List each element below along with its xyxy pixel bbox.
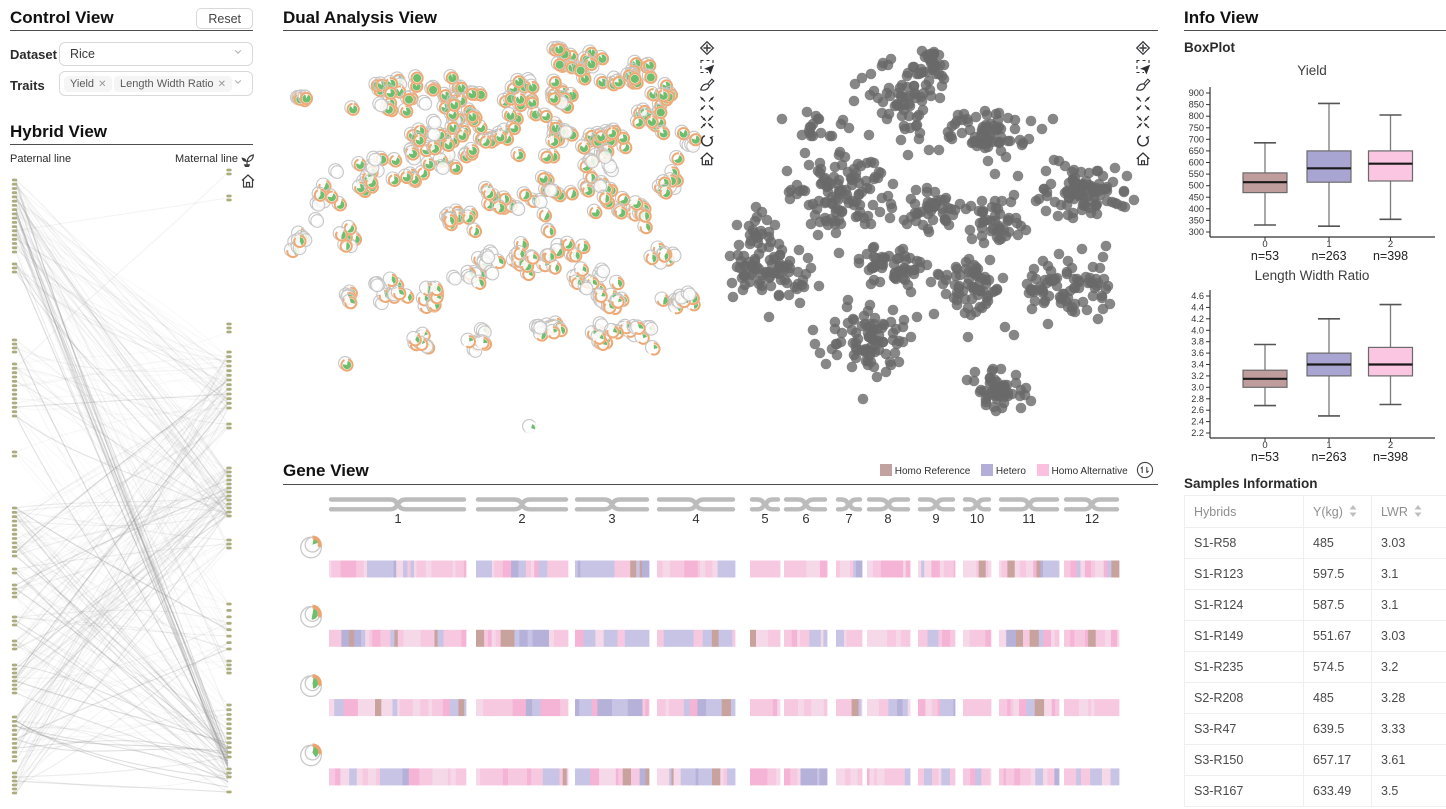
svg-text:750: 750 bbox=[1189, 123, 1204, 133]
svg-text:4: 4 bbox=[692, 511, 699, 526]
svg-text:0: 0 bbox=[1262, 440, 1267, 451]
svg-text:3.2: 3.2 bbox=[1191, 371, 1204, 381]
svg-text:650: 650 bbox=[1189, 146, 1204, 156]
svg-text:n=263: n=263 bbox=[1311, 249, 1346, 263]
svg-text:1: 1 bbox=[1326, 239, 1331, 250]
svg-text:4.6: 4.6 bbox=[1191, 291, 1204, 301]
svg-text:11: 11 bbox=[1022, 511, 1036, 526]
svg-text:4.0: 4.0 bbox=[1191, 325, 1204, 335]
svg-text:5: 5 bbox=[761, 511, 768, 526]
svg-text:3.8: 3.8 bbox=[1191, 337, 1204, 347]
svg-text:12: 12 bbox=[1085, 511, 1099, 526]
svg-text:2.6: 2.6 bbox=[1191, 405, 1204, 415]
svg-text:10: 10 bbox=[970, 511, 984, 526]
svg-text:550: 550 bbox=[1189, 169, 1204, 179]
svg-text:3.6: 3.6 bbox=[1191, 348, 1204, 358]
svg-text:4.2: 4.2 bbox=[1191, 314, 1204, 324]
svg-text:2: 2 bbox=[518, 511, 525, 526]
svg-text:Length Width Ratio: Length Width Ratio bbox=[1255, 268, 1370, 283]
svg-text:400: 400 bbox=[1189, 204, 1204, 214]
svg-text:450: 450 bbox=[1189, 192, 1204, 202]
svg-text:6: 6 bbox=[802, 511, 809, 526]
svg-text:3.4: 3.4 bbox=[1191, 360, 1204, 370]
svg-text:2.8: 2.8 bbox=[1191, 394, 1204, 404]
svg-text:600: 600 bbox=[1189, 158, 1204, 168]
svg-text:500: 500 bbox=[1189, 181, 1204, 191]
svg-text:3: 3 bbox=[608, 511, 615, 526]
svg-text:3.0: 3.0 bbox=[1191, 382, 1204, 392]
svg-text:9: 9 bbox=[932, 511, 939, 526]
svg-text:n=53: n=53 bbox=[1251, 450, 1279, 464]
svg-text:350: 350 bbox=[1189, 215, 1204, 225]
svg-text:7: 7 bbox=[845, 511, 852, 526]
svg-text:Yield: Yield bbox=[1297, 63, 1327, 78]
svg-text:300: 300 bbox=[1189, 227, 1204, 237]
svg-text:700: 700 bbox=[1189, 134, 1204, 144]
svg-text:n=398: n=398 bbox=[1373, 249, 1408, 263]
svg-text:800: 800 bbox=[1189, 111, 1204, 121]
svg-text:2: 2 bbox=[1388, 239, 1393, 250]
svg-text:0: 0 bbox=[1262, 239, 1267, 250]
svg-text:850: 850 bbox=[1189, 100, 1204, 110]
svg-text:2.2: 2.2 bbox=[1191, 428, 1204, 438]
svg-text:2.4: 2.4 bbox=[1191, 417, 1204, 427]
svg-text:n=398: n=398 bbox=[1373, 450, 1408, 464]
svg-text:8: 8 bbox=[884, 511, 891, 526]
svg-text:1: 1 bbox=[1326, 440, 1331, 451]
svg-text:n=53: n=53 bbox=[1251, 249, 1279, 263]
svg-text:4.4: 4.4 bbox=[1191, 302, 1204, 312]
svg-text:1: 1 bbox=[394, 511, 401, 526]
svg-text:n=263: n=263 bbox=[1311, 450, 1346, 464]
svg-text:2: 2 bbox=[1388, 440, 1393, 451]
svg-text:900: 900 bbox=[1189, 88, 1204, 98]
